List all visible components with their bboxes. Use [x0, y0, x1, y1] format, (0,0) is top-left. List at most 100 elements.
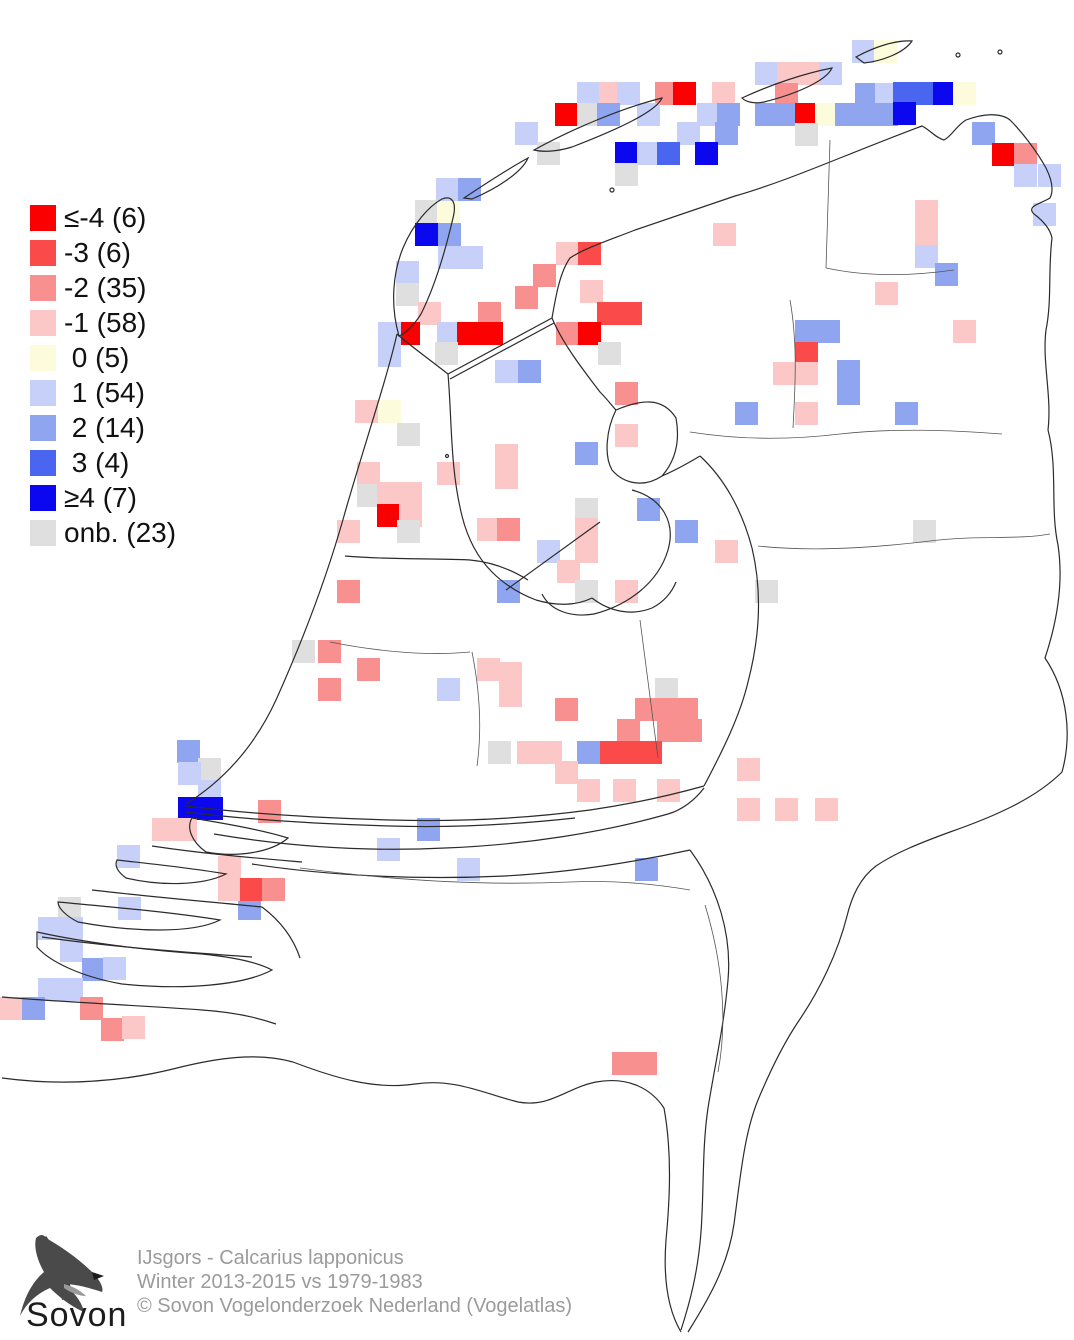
- legend-item--2: -2 (35): [30, 270, 176, 305]
- grid-cell: [495, 444, 518, 467]
- grid-cell: [377, 482, 400, 505]
- grid-cell: [22, 997, 45, 1020]
- legend-label: 0 (5): [64, 341, 130, 373]
- grid-cell: [815, 798, 838, 821]
- legend-swatch: [30, 449, 56, 476]
- legend-label: 2 (14): [64, 411, 145, 443]
- grid-cell: [755, 580, 778, 603]
- grid-cell: [80, 997, 103, 1020]
- grid-cell: [637, 498, 660, 521]
- legend-swatch: [30, 204, 56, 231]
- grid-cell: [615, 424, 638, 447]
- grid-cell: [913, 520, 936, 543]
- legend-swatch: [30, 239, 56, 266]
- grid-cell: [457, 322, 480, 345]
- grid-cell: [933, 82, 956, 105]
- grid-cell: [617, 741, 640, 764]
- grid-cell: [200, 797, 223, 820]
- grid-cell: [258, 800, 281, 823]
- grid-cell: [495, 466, 518, 489]
- grid-cell: [695, 142, 718, 165]
- grid-cell: [612, 1052, 635, 1075]
- grid-cell: [377, 838, 400, 861]
- grid-cell: [1014, 164, 1037, 187]
- grid-cell: [673, 82, 696, 105]
- grid-cell: [499, 662, 522, 685]
- grid-cell: [436, 178, 459, 201]
- grid-cell: [555, 103, 578, 126]
- grid-cell: [893, 102, 916, 125]
- grid-cell: [657, 142, 680, 165]
- grid-cell: [913, 82, 936, 105]
- grid-cell: [515, 286, 538, 309]
- grid-cell: [737, 758, 760, 781]
- grid-cell: [837, 360, 860, 383]
- grid-cell: [615, 580, 638, 603]
- grid-cell: [457, 858, 480, 881]
- legend-item-1: 1 (54): [30, 375, 176, 410]
- grid-cell: [415, 200, 438, 223]
- legend-swatch: [30, 344, 56, 371]
- sovon-logo: [20, 1235, 104, 1316]
- grid-cell: [499, 684, 522, 707]
- grid-cell: [635, 698, 658, 721]
- grid-cell: [355, 400, 378, 423]
- swallow-icon: [20, 1235, 104, 1316]
- grid-cell: [318, 640, 341, 663]
- grid-cell: [435, 342, 458, 365]
- legend-item--3: -3 (6): [30, 235, 176, 270]
- grid-cell: [60, 917, 83, 940]
- grid-cell: [417, 818, 440, 841]
- grid-cell: [575, 580, 598, 603]
- grid-cell: [198, 758, 221, 781]
- grid-cell: [117, 845, 140, 868]
- grid-cell: [634, 1052, 657, 1075]
- legend: ≤-4 (6) -3 (6) -2 (35) -1 (58) 0 (5) 1 (54)…: [30, 200, 176, 550]
- grid-cell: [537, 142, 560, 165]
- legend-item-4: ≥4 (7): [30, 480, 176, 515]
- grid-cell: [337, 520, 360, 543]
- legend-swatch: [30, 309, 56, 336]
- grid-cell: [615, 142, 638, 165]
- grid-cell: [357, 658, 380, 681]
- grid-cell: [735, 402, 758, 425]
- grid-cell: [795, 320, 818, 343]
- grid-cell: [817, 320, 840, 343]
- grid-cell: [575, 442, 598, 465]
- grid-cell: [655, 678, 678, 701]
- grid-cell: [915, 200, 938, 223]
- grid-cell: [893, 82, 916, 105]
- grid-cell: [497, 518, 520, 541]
- grid-cell: [795, 402, 818, 425]
- grid-cell: [318, 678, 341, 701]
- grid-cell: [515, 122, 538, 145]
- grid-cell: [773, 362, 796, 385]
- grid-cell: [437, 462, 460, 485]
- grid-cell: [38, 917, 61, 940]
- grid-cell: [174, 818, 197, 841]
- grid-cell: [613, 779, 636, 802]
- grid-cell: [262, 878, 285, 901]
- grid-cell: [437, 201, 460, 224]
- grid-cell: [715, 122, 738, 145]
- grid-cell: [795, 362, 818, 385]
- grid-cell: [657, 719, 680, 742]
- grid-cell: [895, 402, 918, 425]
- legend-item--1: -1 (58): [30, 305, 176, 340]
- grid-cell: [292, 640, 315, 663]
- grid-cell: [555, 761, 578, 784]
- grid-cell: [397, 520, 420, 543]
- sovon-logo-text: Sovon: [26, 1296, 128, 1334]
- grid-cell: [837, 382, 860, 405]
- grid-cell: [1014, 143, 1037, 166]
- grid-cell: [122, 1016, 145, 1039]
- grid-cell: [712, 82, 735, 105]
- legend-swatch: [30, 379, 56, 406]
- grid-cell: [378, 400, 401, 423]
- grid-cell: [874, 40, 897, 63]
- grid-cell: [597, 103, 620, 126]
- grid-cell: [617, 82, 640, 105]
- grid-cell: [539, 741, 562, 764]
- grid-cell: [657, 779, 680, 802]
- grid-cell: [992, 143, 1015, 166]
